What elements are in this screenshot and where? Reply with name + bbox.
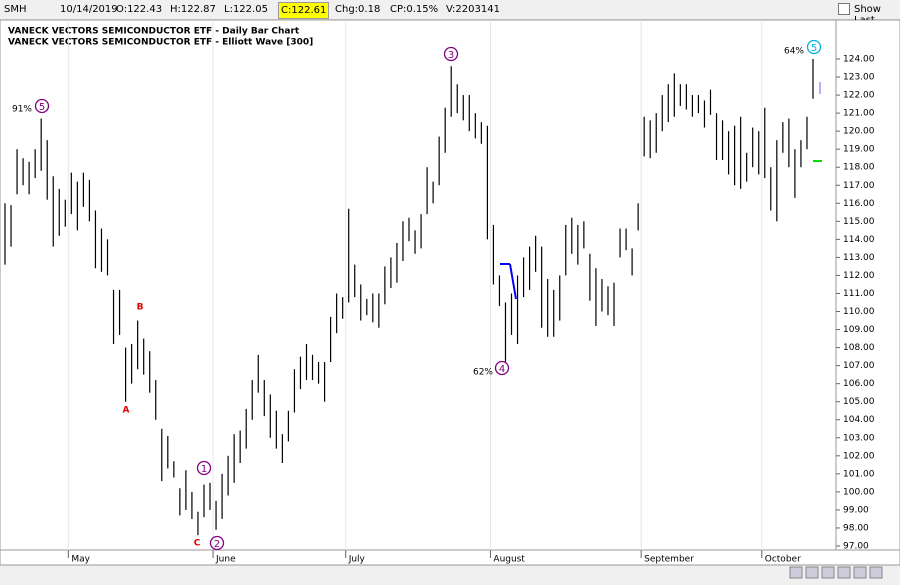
wave-circle [209,535,225,551]
projection [509,263,517,300]
annotation: C [194,539,201,549]
y-tick-label: 111.00 [843,289,875,299]
change-pct: CP:0.15% [390,4,439,15]
annotation: 64% [784,47,804,57]
y-tick-label: 114.00 [843,235,875,245]
wave-label: 5 [811,43,817,54]
y-tick-label: 102.00 [843,451,875,461]
volume: V:2203141 [446,4,500,15]
y-tick-label: 117.00 [843,181,875,191]
annotation: 62% [473,368,493,378]
y-tick-label: 124.00 [843,55,875,65]
wave-label: 3 [448,50,454,61]
y-tick-label: 115.00 [843,217,875,227]
change: Chg:0.18 [335,4,381,15]
y-tick-label: 119.00 [843,145,875,155]
y-tick-label: 107.00 [843,361,875,371]
y-tick-label: 106.00 [843,379,875,389]
y-tick-label: 99.00 [843,505,869,515]
y-tick-label: 120.00 [843,127,875,137]
x-tick-label: October [765,555,801,565]
y-tick-label: 100.00 [843,487,875,497]
chart: VANECK VECTORS SEMICONDUCTOR ETF - Daily… [0,20,900,579]
y-tick-label: 97.00 [843,542,869,552]
annotation: B [137,303,144,313]
y-tick-label: 103.00 [843,433,875,443]
button[interactable] [821,566,835,579]
symbol: SMH [4,4,27,15]
x-tick-label: September [644,555,694,565]
chart-title: VANECK VECTORS SEMICONDUCTOR ETF - Daily… [8,27,300,37]
y-tick-label: 109.00 [843,325,875,335]
wave-circle [806,39,822,55]
y-tick-label: 122.00 [843,91,875,101]
high: H:122.87 [170,4,216,15]
y-tick-label: 116.00 [843,199,875,209]
wave-circle [443,46,459,62]
wave-circle [196,460,212,476]
y-tick-label: 123.00 [843,73,875,83]
y-tick-label: 112.00 [843,271,875,281]
wave-label: 1 [201,464,207,475]
wave-label: 4 [499,364,505,375]
wave-label: 5 [39,102,45,113]
x-tick-label: May [71,555,90,565]
open: O:122.43 [116,4,163,15]
y-tick-label: 121.00 [843,109,875,119]
y-tick-label: 108.00 [843,343,875,353]
x-tick-label: June [215,555,236,565]
checkbox[interactable] [838,3,850,15]
chart-subtitle: VANECK VECTORS SEMICONDUCTOR ETF - Ellio… [8,38,313,48]
y-tick-label: 104.00 [843,415,875,425]
y-tick-label: 98.00 [843,523,869,533]
y-tick-label: 101.00 [843,469,875,479]
wave-circle [494,360,510,376]
close: C:122.61 [278,2,330,19]
annotation: 91% [12,105,32,115]
low: L:122.05 [224,4,268,15]
nav-buttons [789,566,883,579]
date: 10/14/2019 [60,4,118,15]
plot-background [0,20,900,566]
button[interactable] [837,566,851,579]
annotation: A [123,406,130,416]
button[interactable] [869,566,883,579]
button[interactable] [789,566,803,579]
button[interactable] [853,566,867,579]
y-tick-label: 118.00 [843,163,875,173]
toolbar: SMH 10/14/2019 O:122.43 H:122.87 L:122.0… [0,0,900,26]
y-tick-label: 105.00 [843,397,875,407]
x-tick-label: August [493,555,525,565]
y-tick-label: 113.00 [843,253,875,263]
y-tick-label: 110.00 [843,307,875,317]
x-tick-label: July [348,555,366,565]
button[interactable] [805,566,819,579]
wave-circle [34,98,50,114]
wave-label: 2 [214,539,220,550]
